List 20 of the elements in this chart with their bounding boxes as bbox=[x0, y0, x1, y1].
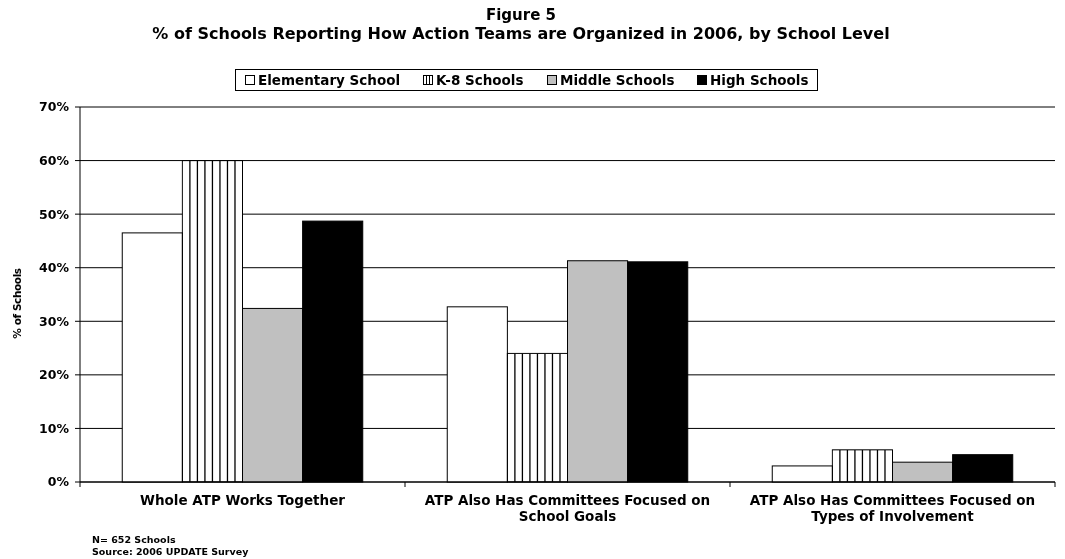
y-tick-label: 10% bbox=[39, 420, 70, 436]
legend-label: Middle Schools bbox=[560, 72, 675, 88]
source-note: Source: 2006 UPDATE Survey bbox=[92, 546, 250, 557]
chart-title: Figure 5 bbox=[485, 6, 557, 24]
y-tick-label: 0% bbox=[47, 474, 70, 490]
y-tick-label: 70% bbox=[39, 99, 70, 115]
x-tick-label: ATP Also Has Committees Focused on School Goals bbox=[424, 492, 711, 524]
chart-subtitle: % of Schools Reporting How Action Teams are Organized in 2006, by School Level bbox=[152, 23, 890, 43]
legend-label: K-8 Schools bbox=[436, 72, 524, 88]
legend-label: Elementary School bbox=[258, 72, 401, 88]
y-tick-label: 20% bbox=[39, 367, 70, 383]
y-tick-label: 30% bbox=[39, 313, 70, 329]
y-tick-label: 50% bbox=[39, 206, 70, 222]
legend-label: High Schools bbox=[710, 72, 809, 88]
y-axis-title: % of Schools bbox=[11, 268, 23, 339]
y-tick-label: 60% bbox=[39, 152, 70, 168]
x-tick-label: Whole ATP Works Together bbox=[140, 492, 346, 508]
x-tick-label: ATP Also Has Committees Focused on Types of Involvement bbox=[749, 492, 1036, 524]
text: N= 652 Schools bbox=[92, 534, 176, 545]
y-tick-label: 40% bbox=[39, 260, 70, 276]
